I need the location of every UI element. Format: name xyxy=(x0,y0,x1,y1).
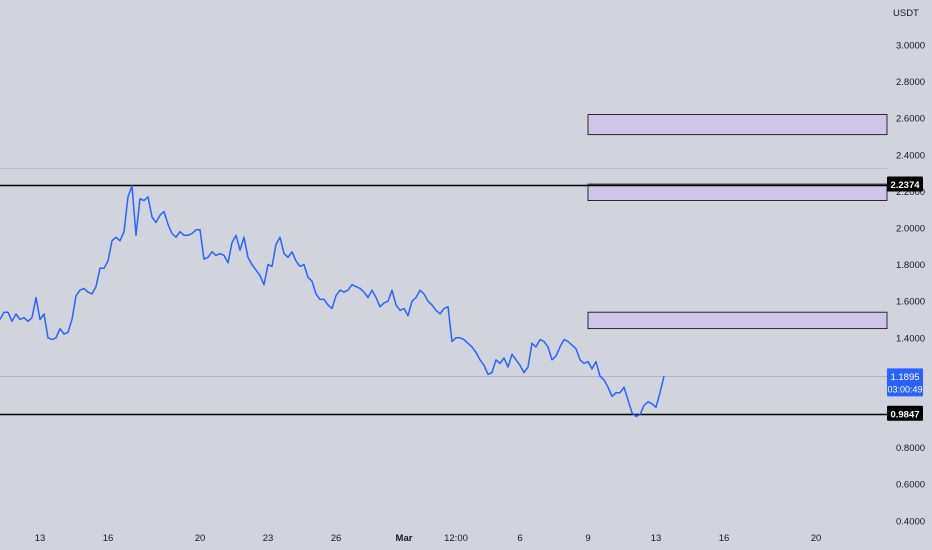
current-price-box xyxy=(887,368,923,397)
zone-rect-1 xyxy=(587,114,888,136)
x-tick-label: 6 xyxy=(517,533,522,544)
y-tick-label: 1.6000 xyxy=(896,297,925,308)
x-tick-label: 16 xyxy=(719,533,730,544)
x-tick-label: 16 xyxy=(103,533,114,544)
time-axis[interactable]: 13 16 20 23 26 Mar 12:00 6 9 13 16 20 xyxy=(35,533,822,544)
y-tick-label: 2.8000 xyxy=(896,77,925,88)
x-tick-label: 13 xyxy=(35,533,46,544)
rectangle-zones[interactable] xyxy=(587,114,888,330)
y-tick-label: 1.4000 xyxy=(896,333,925,344)
y-tick-label: 2.4000 xyxy=(896,150,925,161)
price-tag-box xyxy=(887,176,923,192)
current-price-countdown: 03:00:49 xyxy=(887,384,922,394)
x-tick-label: 12:00 xyxy=(444,533,468,544)
x-tick-label: 23 xyxy=(263,533,274,544)
x-tick-label: 26 xyxy=(331,533,342,544)
price-tag-box xyxy=(887,405,923,421)
x-tick-label: Mar xyxy=(396,533,413,544)
x-tick-label: 13 xyxy=(651,533,662,544)
price-axis-unit: USDT xyxy=(893,8,919,19)
price-tag-label: 2.2374 xyxy=(890,180,920,191)
horizontal-lines[interactable] xyxy=(0,168,887,416)
y-tick-label: 0.8000 xyxy=(896,443,925,454)
y-tick-label: 2.0000 xyxy=(896,224,925,235)
y-tick-label: 0.4000 xyxy=(896,516,925,527)
x-tick-label: 20 xyxy=(195,533,206,544)
y-tick-label: 2.2000 xyxy=(896,187,925,198)
y-tick-label: 2.6000 xyxy=(896,114,925,125)
y-tick-label: 0.6000 xyxy=(896,480,925,491)
x-tick-label: 20 xyxy=(811,533,822,544)
price-series-line xyxy=(0,185,665,418)
price-axis[interactable]: USDT 3.0000 2.8000 2.6000 2.4000 2.2000 2.000… xyxy=(893,8,925,527)
x-tick-label: 9 xyxy=(585,533,590,544)
y-tick-label: 1.8000 xyxy=(896,260,925,271)
price-tag-label: 0.9847 xyxy=(890,409,919,420)
current-price-value: 1.1895 xyxy=(890,372,919,383)
y-tick-label: 3.0000 xyxy=(896,41,925,52)
zone-rect-3 xyxy=(587,311,888,330)
zone-rect-2 xyxy=(587,183,888,201)
